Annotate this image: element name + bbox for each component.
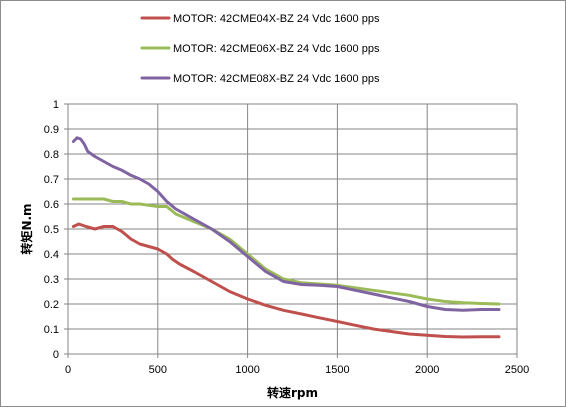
- x-axis-title: 转速rpm: [267, 385, 318, 400]
- y-axis-title: 转矩N.m: [19, 203, 34, 254]
- y-tick-label: 0.2: [44, 299, 59, 311]
- chart-axes: [64, 103, 518, 358]
- y-tick-label: 0.3: [44, 274, 59, 286]
- y-tick-label: 0: [53, 349, 59, 361]
- x-tick-label: 2500: [505, 364, 529, 376]
- y-tick-label: 0.7: [44, 174, 59, 186]
- legend-label-3: MOTOR: 42CME08X-BZ 24 Vdc 1600 pps: [173, 73, 380, 85]
- y-tick-label: 0.8: [44, 149, 59, 161]
- y-tick-label: 0.5: [44, 224, 59, 236]
- y-tick-label: 0.9: [44, 124, 59, 136]
- legend-label-2: MOTOR: 42CME06X-BZ 24 Vdc 1600 pps: [173, 43, 380, 55]
- y-tick-label: 0.4: [44, 249, 59, 261]
- chart-gridlines: [68, 103, 518, 354]
- x-tick-label: 1500: [325, 364, 349, 376]
- y-tick-label: 1: [53, 99, 59, 111]
- y-tick-label: 0.1: [44, 324, 59, 336]
- x-tick-label: 500: [149, 364, 167, 376]
- x-tick-label: 0: [65, 364, 71, 376]
- x-tick-label: 2000: [415, 364, 439, 376]
- series-line-3: [71, 136, 501, 312]
- series-line-2: [71, 197, 501, 306]
- tick-labels: 0 0.1 0.2 0.3 0.4 0.5 0.6 0.7 0.8 0.9 1 0 500 1000 150…: [44, 99, 530, 376]
- legend-label-1: MOTOR: 42CME04X-BZ 24 Vdc 1600 pps: [173, 13, 380, 25]
- y-tick-label: 0.6: [44, 199, 59, 211]
- plot-series: [71, 136, 501, 339]
- legend: MOTOR: 42CME04X-BZ 24 Vdc 1600 pps MOTOR:…: [140, 13, 380, 85]
- x-tick-label: 1000: [235, 364, 259, 376]
- series-line-1: [71, 222, 501, 339]
